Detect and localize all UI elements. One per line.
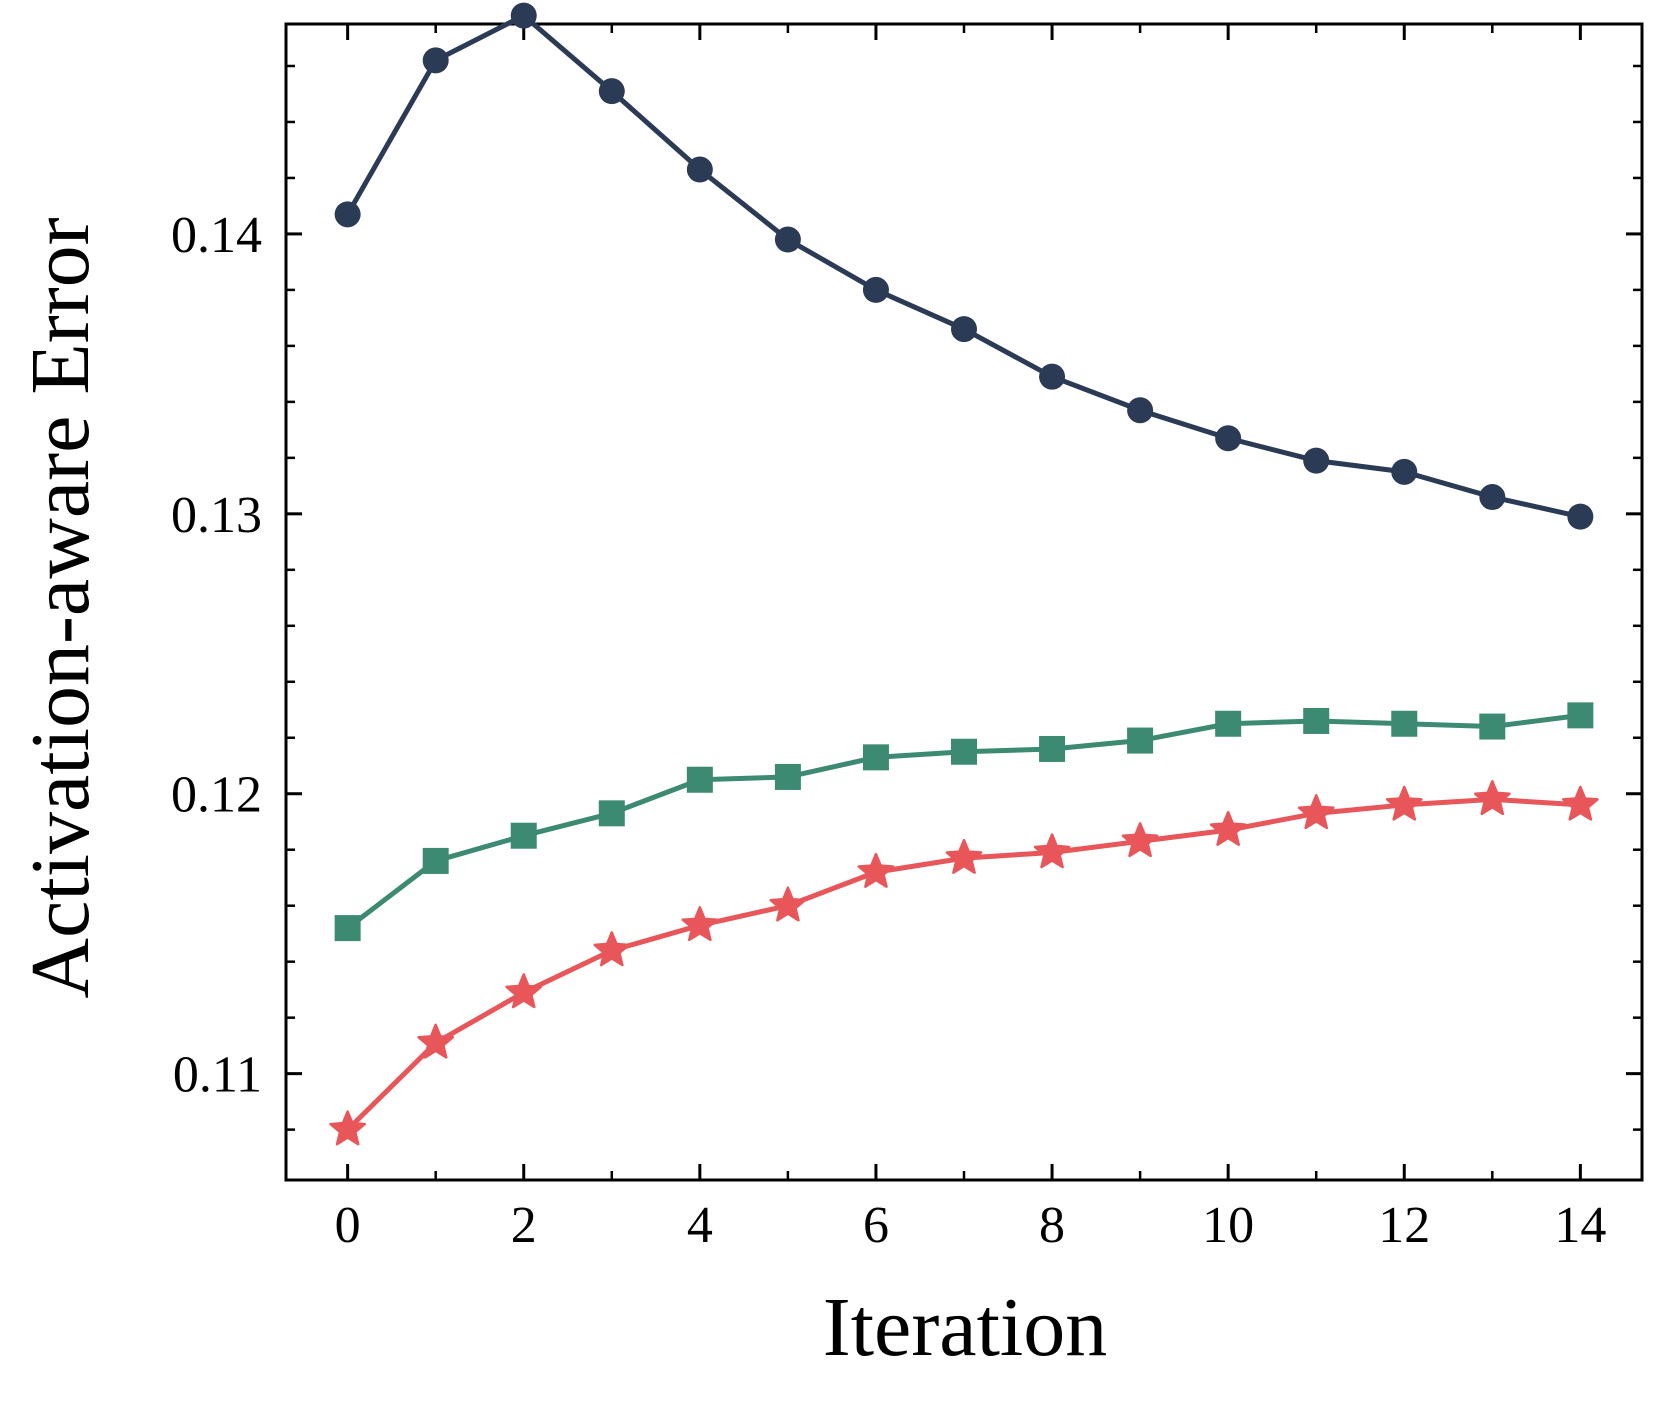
data-point bbox=[686, 766, 713, 793]
data-point bbox=[505, 973, 543, 1009]
data-point bbox=[1121, 822, 1159, 858]
data-point bbox=[593, 931, 631, 967]
series-navy-circle-line bbox=[345, 13, 1581, 520]
data-point bbox=[774, 226, 801, 253]
x-axis-title: Iteration bbox=[823, 1281, 1108, 1374]
data-point bbox=[1479, 484, 1506, 511]
data-point bbox=[422, 47, 449, 74]
x-tick-label: 2 bbox=[511, 1197, 537, 1254]
data-point bbox=[857, 852, 895, 888]
data-point bbox=[334, 915, 361, 942]
data-point bbox=[681, 906, 719, 942]
data-point bbox=[951, 316, 977, 343]
y-tick-label: 0.14 bbox=[171, 207, 262, 264]
data-point bbox=[1385, 785, 1423, 821]
data-point bbox=[1567, 503, 1594, 530]
axes: 0 2 4 6 8 10 12 14 0.11 0.12 0.13 0.14 bbox=[171, 22, 1644, 1254]
data-point bbox=[1127, 727, 1154, 754]
data-point bbox=[422, 847, 449, 874]
data-point bbox=[1033, 833, 1071, 869]
data-point bbox=[1391, 458, 1418, 485]
data-point bbox=[774, 763, 801, 790]
x-tick-label: 12 bbox=[1378, 1197, 1430, 1254]
data-point bbox=[1127, 397, 1154, 424]
data-point bbox=[686, 156, 713, 183]
data-point bbox=[1473, 780, 1511, 816]
data-point bbox=[598, 78, 625, 105]
y-axis-title: Activation-aware Error bbox=[14, 217, 107, 998]
series-red-star bbox=[329, 780, 1599, 1146]
data-point bbox=[1561, 785, 1599, 821]
data-point bbox=[862, 276, 889, 303]
plot-series bbox=[329, 2, 1599, 1146]
data-point bbox=[510, 822, 537, 849]
data-point bbox=[1297, 794, 1335, 830]
data-point bbox=[598, 800, 625, 827]
data-point bbox=[1479, 713, 1506, 740]
x-tick-label: 8 bbox=[1039, 1197, 1065, 1254]
x-tick-label: 0 bbox=[335, 1197, 361, 1254]
data-point bbox=[769, 886, 807, 922]
data-point bbox=[1215, 710, 1242, 737]
data-point bbox=[417, 1023, 455, 1059]
y-tick-label: 0.11 bbox=[173, 1047, 262, 1104]
plot-frame bbox=[284, 22, 1644, 1182]
y-tick-label: 0.12 bbox=[171, 767, 262, 824]
y-tick-label: 0.13 bbox=[171, 487, 262, 544]
data-point bbox=[1303, 707, 1330, 734]
data-point bbox=[1209, 810, 1247, 846]
data-point bbox=[951, 738, 977, 765]
x-tick-label: 4 bbox=[687, 1197, 713, 1254]
x-tick-label: 14 bbox=[1554, 1197, 1606, 1254]
data-point bbox=[334, 201, 361, 228]
data-point bbox=[1303, 447, 1330, 474]
data-point bbox=[329, 1110, 367, 1146]
x-tick-label: 6 bbox=[863, 1197, 889, 1254]
data-point bbox=[1215, 425, 1242, 452]
data-point bbox=[1039, 735, 1066, 762]
series-navy-circle bbox=[334, 2, 1594, 530]
x-tick-label: 10 bbox=[1202, 1197, 1254, 1254]
series-teal-square bbox=[334, 702, 1594, 942]
data-point bbox=[1039, 363, 1066, 390]
data-point bbox=[1567, 702, 1594, 729]
data-point bbox=[862, 744, 889, 771]
data-point bbox=[510, 2, 537, 29]
data-point bbox=[1391, 710, 1418, 737]
data-point bbox=[945, 838, 983, 874]
